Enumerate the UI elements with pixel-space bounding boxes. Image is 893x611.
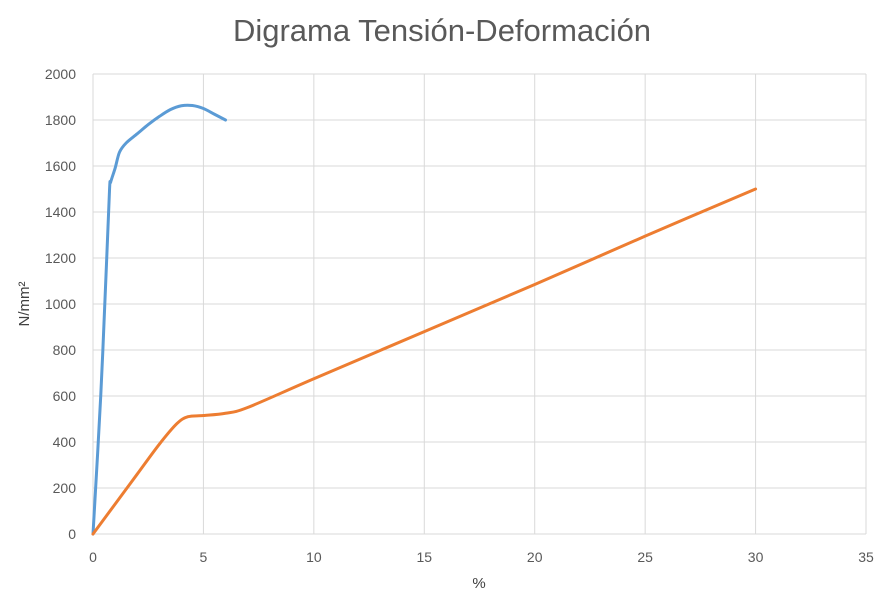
x-tick-label: 5 [200,549,208,565]
y-tick-label: 1200 [45,250,76,266]
y-tick-label: 1600 [45,158,76,174]
y-tick-label: 200 [53,480,77,496]
x-axis-title: % [472,575,485,592]
x-tick-label: 20 [527,549,543,565]
y-tick-label: 0 [68,526,76,542]
chart-title: Digrama Tensión-Deformación [233,13,651,48]
y-tick-label: 1000 [45,296,76,312]
x-tick-label: 15 [416,549,432,565]
series-line-1 [91,103,228,536]
x-tick-label: 30 [748,549,764,565]
y-axis-title: N/mm² [16,282,33,327]
x-tick-label: 25 [637,549,653,565]
series-line-2 [91,187,758,536]
y-tick-label: 2000 [45,66,76,82]
y-tick-label: 800 [53,342,77,358]
y-tick-label: 400 [53,434,77,450]
x-tick-label: 10 [306,549,322,565]
series-group [91,103,758,536]
grid [92,73,867,535]
y-tick-label: 1400 [45,204,76,220]
tick-labels: 0 200 400 600 800 1000 1200 1400 1600 1800 2000 0 5 1… [45,66,874,565]
x-tick-label: 35 [858,549,874,565]
y-tick-label: 1800 [45,112,76,128]
x-tick-label: 0 [89,549,97,565]
y-tick-label: 600 [53,388,77,404]
